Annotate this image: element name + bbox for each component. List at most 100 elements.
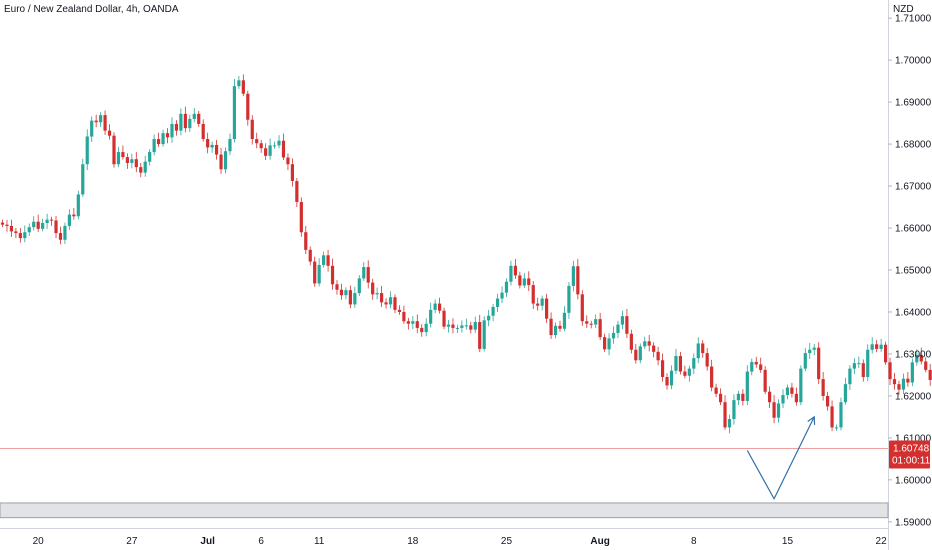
candle-body [692,358,696,369]
candle-body [509,265,513,282]
candle-body [442,310,446,327]
candle-body [152,139,156,153]
candle-body [63,225,67,240]
candle-body [727,419,732,428]
candle-body [437,303,442,311]
candle-body [464,325,468,327]
candle-body [906,378,910,383]
candle-body [705,353,709,367]
candle-body [674,356,678,371]
candle-body [201,123,205,140]
candle-body [567,285,571,313]
candle-body [759,364,763,370]
candle-body [366,267,370,283]
candle-body [799,368,803,403]
candle-body [388,297,393,305]
candle-body [647,341,651,346]
countdown-label: 01:00:11 [892,455,931,466]
candle-body [562,312,567,329]
candle-body [660,360,665,378]
candle-body [371,282,375,295]
candle-body [353,293,357,305]
candle-body [99,115,103,123]
candle-body [49,219,54,221]
candle-body [754,361,758,365]
candle-body [393,297,397,310]
support-zone [0,502,889,519]
y-tick-label: 1.59000 [895,517,932,528]
candle-body [14,231,18,234]
candle-body [888,362,892,380]
candle-body [558,325,562,329]
candle-body [326,255,330,266]
candle-body [397,309,402,312]
candle-body [402,311,406,322]
y-tick-label: 1.65000 [895,266,932,277]
candle-body [910,362,914,383]
y-tick-label: 1.63000 [895,349,932,360]
candle-body [656,351,660,361]
candle-body [817,347,821,380]
candle-body [598,319,602,338]
candle-body [500,292,504,299]
candle-body [540,298,544,306]
candle-body [197,113,201,124]
candle-body [264,148,268,156]
candle-body [45,219,49,223]
candle-body [482,320,486,349]
candle-body [76,194,80,217]
candle-body [18,233,22,239]
candle-body [834,427,839,429]
candle-body [487,315,491,321]
candle-body [638,346,642,361]
candle-body [32,221,36,228]
candle-body [473,322,477,330]
candle-body [629,333,633,350]
candle-body [130,159,134,163]
candle-body [839,402,843,428]
candle-body [768,391,772,403]
candle-body [322,255,326,265]
candle-body [683,371,687,376]
candle-body [183,113,187,129]
candle-body [848,368,852,385]
candle-body [763,369,767,392]
candle-body [478,322,482,349]
candle-body [808,349,812,354]
candle-body [790,387,794,394]
candle-body [304,232,308,250]
candle-body [308,249,312,262]
candle-body [121,152,125,158]
candle-body [384,302,388,305]
candle-body [794,393,798,403]
candle-body [344,290,348,296]
candle-body [277,140,281,146]
candle-body [317,264,321,284]
candle-body [23,232,27,239]
candle-body [36,221,40,229]
y-tick-label: 1.64000 [895,307,932,318]
candle-body [125,157,129,163]
candle-body [241,80,245,94]
candle-body [620,316,625,325]
candle-body [348,290,352,305]
candle-body [206,139,210,148]
candle-body [745,371,749,401]
candle-body [915,354,919,363]
candle-body [928,369,932,380]
x-tick-label: 8 [691,536,697,547]
candle-body [268,145,272,156]
candle-body [495,298,500,307]
candle-body [380,293,384,303]
y-tick-label: 1.70000 [895,56,932,67]
y-tick-label: 1.68000 [895,140,932,151]
candle-body [866,349,870,378]
candle-body [281,140,286,158]
candle-body [870,344,874,350]
candle-body [41,222,45,229]
candle-body [750,361,754,372]
candle-body [580,294,584,322]
candle-body [504,281,509,293]
